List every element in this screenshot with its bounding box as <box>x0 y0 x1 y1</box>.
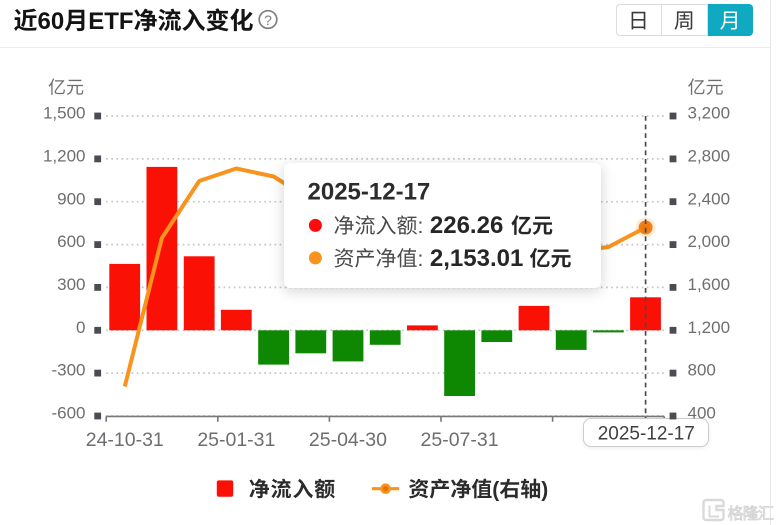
svg-text:25-04-30: 25-04-30 <box>309 429 387 451</box>
svg-text:2,400: 2,400 <box>688 189 731 208</box>
svg-text:25-07-31: 25-07-31 <box>421 429 499 451</box>
svg-text:0: 0 <box>76 318 85 337</box>
svg-text:2025-12-17: 2025-12-17 <box>598 423 695 444</box>
svg-text:60: 60 <box>38 8 65 35</box>
svg-text::: : <box>418 215 424 238</box>
svg-text:400: 400 <box>688 404 716 423</box>
svg-text:): ) <box>541 479 548 502</box>
svg-text:600: 600 <box>57 232 85 251</box>
svg-text:(: ( <box>492 479 499 502</box>
svg-text:300: 300 <box>57 275 85 294</box>
svg-text:900: 900 <box>57 189 85 208</box>
svg-text:1,200: 1,200 <box>688 318 731 337</box>
svg-text:2,800: 2,800 <box>688 147 731 166</box>
svg-text:1,500: 1,500 <box>43 104 86 123</box>
svg-text:1,200: 1,200 <box>43 147 86 166</box>
svg-text:2,000: 2,000 <box>688 232 731 251</box>
svg-text:800: 800 <box>688 361 716 380</box>
svg-text:25-01-31: 25-01-31 <box>197 429 275 451</box>
svg-text:-600: -600 <box>51 404 85 423</box>
svg-text:1,600: 1,600 <box>688 275 731 294</box>
svg-text:ETF: ETF <box>88 8 133 35</box>
svg-text:-300: -300 <box>51 361 85 380</box>
svg-text:2,153.01: 2,153.01 <box>430 245 523 272</box>
svg-text::: : <box>418 248 424 271</box>
svg-text:24-10-31: 24-10-31 <box>86 429 164 451</box>
svg-text:226.26: 226.26 <box>430 212 503 239</box>
svg-text:3,200: 3,200 <box>688 104 731 123</box>
svg-text:2025-12-17: 2025-12-17 <box>308 178 431 205</box>
svg-text:?: ? <box>264 12 272 28</box>
